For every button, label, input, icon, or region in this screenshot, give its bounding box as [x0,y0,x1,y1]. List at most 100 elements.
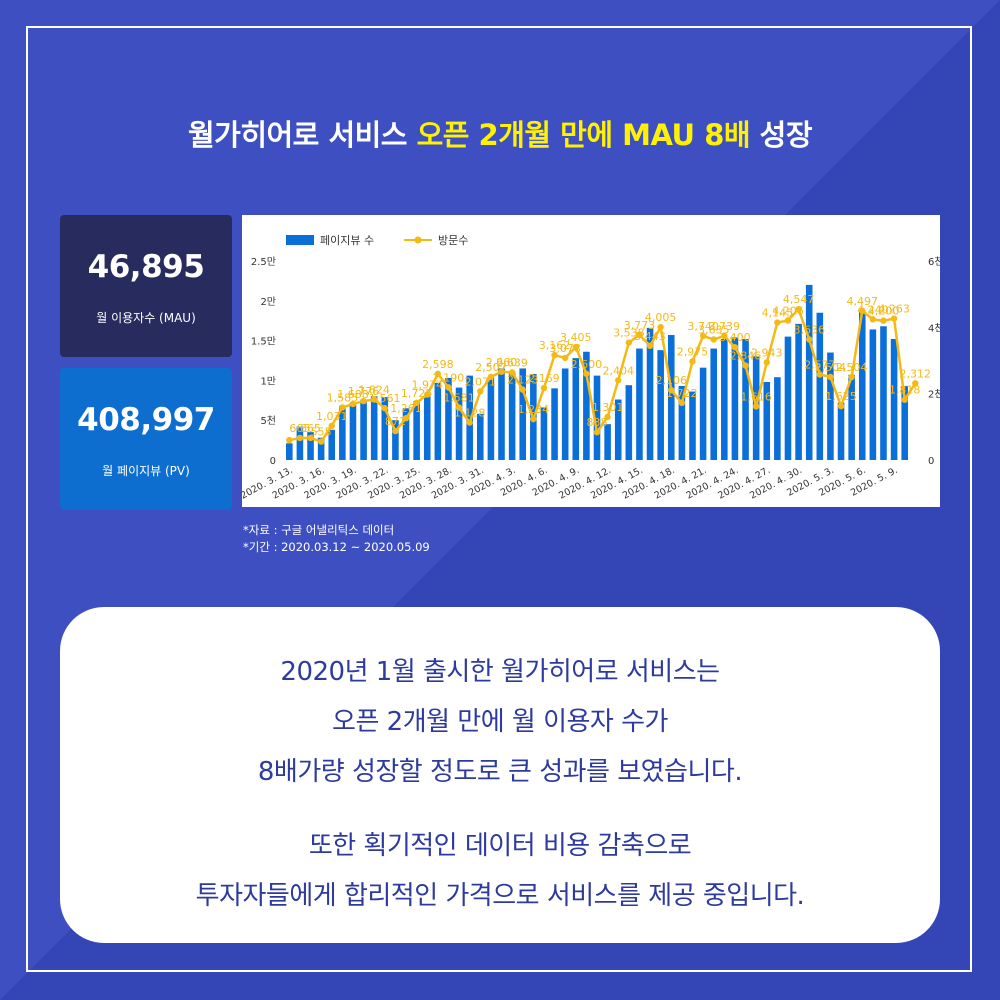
line-series [289,306,917,444]
data-label: 1,031 [316,410,348,423]
bar [328,429,336,460]
bar [795,323,802,460]
data-label: 1,818 [889,384,921,397]
line-point [392,427,399,435]
bar [508,372,516,460]
data-label: 1,974 [411,379,443,392]
data-label: 2,504 [815,361,847,374]
line-point [381,405,388,412]
bar [423,396,431,460]
bar [561,368,569,460]
data-label: 2,504 [836,361,868,374]
line-point [774,319,781,326]
line-point [370,396,378,403]
line-point [540,384,548,392]
bar [805,284,813,460]
title-suffix: 성장 [750,118,813,152]
data-label: 665 [300,422,321,435]
line-point [551,351,558,359]
legend-line-label: 방문수 [438,234,468,247]
data-label: 2,071 [465,375,497,388]
line-point [901,396,908,403]
line-point [561,354,569,362]
line-point [657,323,664,331]
bar [774,377,781,460]
bar [721,339,728,460]
line-point [402,414,410,422]
mau-value: 46,895 [87,249,205,285]
bar [583,351,590,460]
data-label: 1,776 [348,385,380,398]
pv-value: 408,997 [77,402,215,438]
line-point [477,388,484,395]
line-point [519,386,526,393]
data-label: 3,739 [709,320,741,333]
bar [880,326,887,460]
bar [339,405,346,460]
bar [572,358,580,460]
data-label: 2,975 [677,345,709,358]
line-point [912,380,919,387]
line-point [837,402,845,410]
line-point [678,399,686,407]
page-title: 월가히어로 서비스 오픈 2개월 만에 MAU 8배 성장 [0,112,1000,154]
line-point [699,332,707,340]
bar [710,348,718,460]
message-line-5: 또한 획기적인 데이터 비용 감축으로 [308,831,692,861]
data-label: 2,846 [730,350,762,363]
bar [742,339,749,460]
data-label: 3,635 [698,323,730,336]
bar [848,374,855,460]
line-point [413,399,420,406]
data-label: 1,725 [401,387,433,400]
data-label: 4,145 [762,307,794,320]
data-label: 4,263 [878,303,910,316]
bar [487,377,495,460]
title-prefix: 월가히어로 서비스 [187,118,417,152]
y-left-tick-label: 5천 [260,415,276,427]
line-point [615,377,622,384]
bar [296,426,304,460]
line-point [296,434,304,442]
line-point [349,400,357,408]
bar [413,401,420,460]
data-label: 838 [587,416,608,429]
bar [731,337,739,460]
bar [498,368,505,460]
line-point [466,419,473,426]
line-point [731,344,739,351]
data-label: 1,722 [666,387,698,400]
line-point [636,331,643,339]
data-label: 1,616 [740,390,772,403]
data-label: 2,598 [422,358,454,371]
chart-panel: 0 5천 1만 1.5만 2만 2.5만 0 2천 4천 6천 665 665 555 1,031 1,58… [242,215,940,507]
bar [858,311,866,460]
legend-line-marker [414,236,422,244]
line-point [859,307,866,315]
line-point [710,336,717,343]
bar [646,327,654,460]
line-point [890,315,898,322]
line-point [752,403,760,410]
message-card: 2020년 1월 출시한 월가히어로 서비스는 오픈 2개월 만에 월 이용자 … [60,607,940,943]
y-right-tick-label: 2천 [928,389,940,401]
bar [667,335,675,460]
bar [445,378,452,460]
line-point [784,317,792,324]
line-point [487,373,495,381]
bar [901,385,908,460]
data-label: 1,261 [390,402,422,415]
bar [540,407,548,460]
data-label: 4,497 [847,295,879,308]
line-point [286,436,293,444]
bar [699,367,707,460]
line-point [339,404,346,411]
data-label: 3,636 [793,323,825,336]
data-label: 3,405 [560,331,592,344]
line-point [646,342,654,350]
title-accent: 오픈 2개월 만에 MAU 8배 [416,118,751,152]
y-right-tick-label: 4천 [928,322,940,334]
line-point [689,358,696,365]
source-note: *자료 : 구글 어낼리틱스 데이터 *기간 : 2020.03.12 ~ 20… [243,522,430,556]
line-point [572,343,579,351]
